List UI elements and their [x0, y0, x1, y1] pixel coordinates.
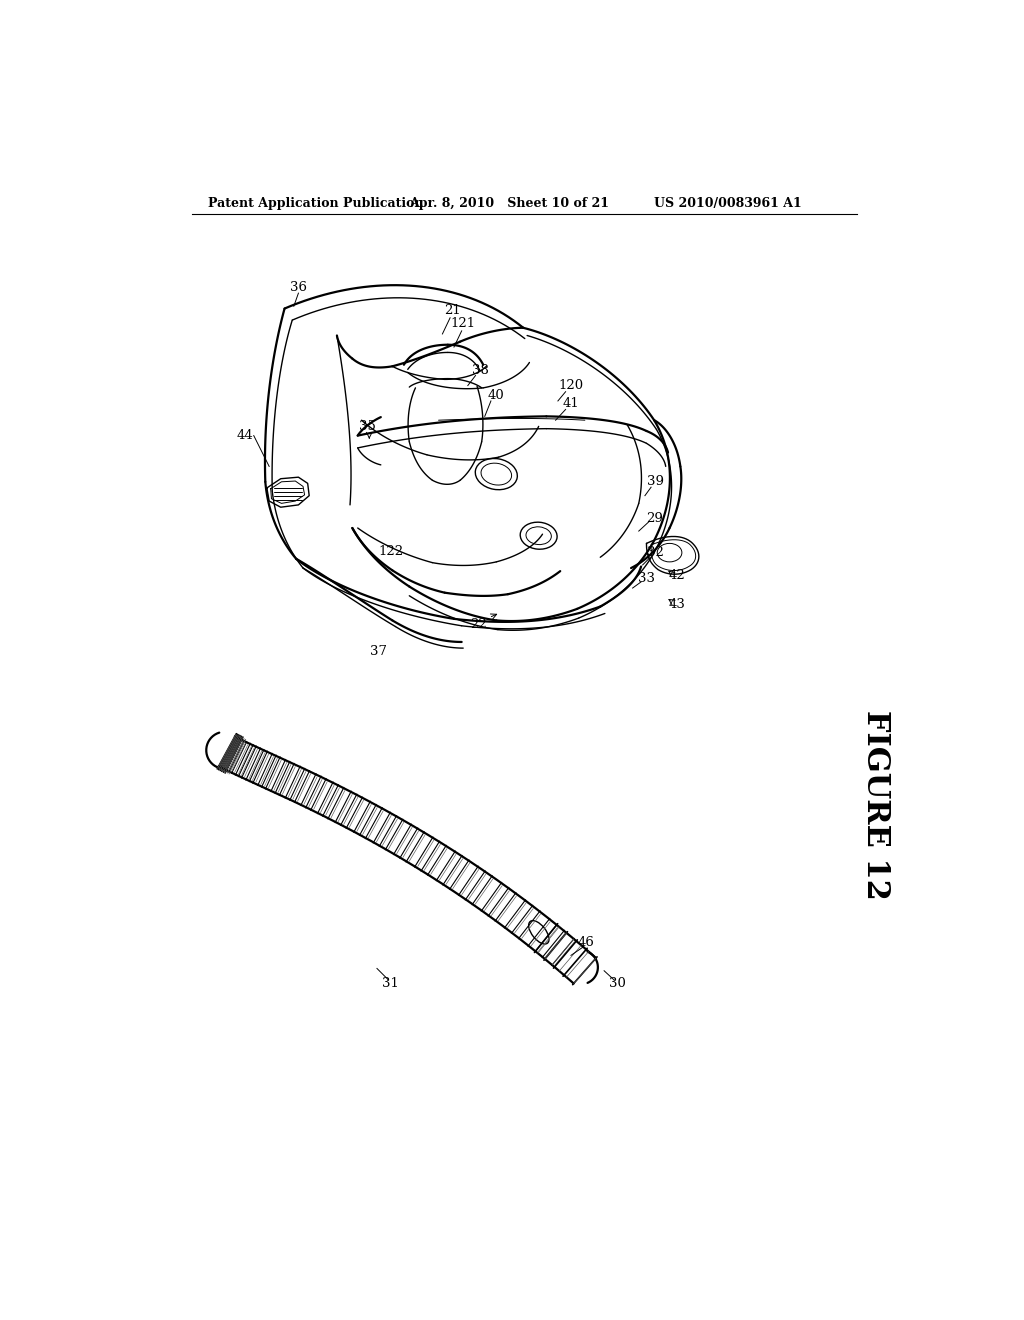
- Text: 43: 43: [669, 598, 686, 611]
- Text: 21: 21: [444, 305, 461, 317]
- Text: 22: 22: [470, 618, 487, 631]
- Text: 46: 46: [578, 936, 595, 949]
- Text: 41: 41: [562, 397, 580, 409]
- Text: 38: 38: [472, 363, 488, 376]
- Text: 35: 35: [359, 420, 376, 433]
- Text: 29: 29: [646, 512, 663, 525]
- Text: 39: 39: [647, 475, 665, 488]
- Text: 40: 40: [487, 389, 504, 403]
- Text: Apr. 8, 2010   Sheet 10 of 21: Apr. 8, 2010 Sheet 10 of 21: [410, 197, 609, 210]
- Text: 44: 44: [237, 429, 253, 442]
- Text: US 2010/0083961 A1: US 2010/0083961 A1: [654, 197, 802, 210]
- Text: 121: 121: [451, 317, 476, 330]
- Text: 122: 122: [378, 545, 403, 557]
- Text: 42: 42: [669, 569, 686, 582]
- Text: 30: 30: [608, 977, 626, 990]
- Text: Patent Application Publication: Patent Application Publication: [208, 197, 423, 210]
- Text: FIGURE 12: FIGURE 12: [860, 710, 892, 900]
- Text: 37: 37: [370, 644, 387, 657]
- Text: 120: 120: [558, 379, 584, 392]
- Text: 32: 32: [647, 546, 665, 560]
- Text: 31: 31: [382, 977, 399, 990]
- Text: 33: 33: [638, 572, 655, 585]
- Text: 36: 36: [290, 281, 307, 294]
